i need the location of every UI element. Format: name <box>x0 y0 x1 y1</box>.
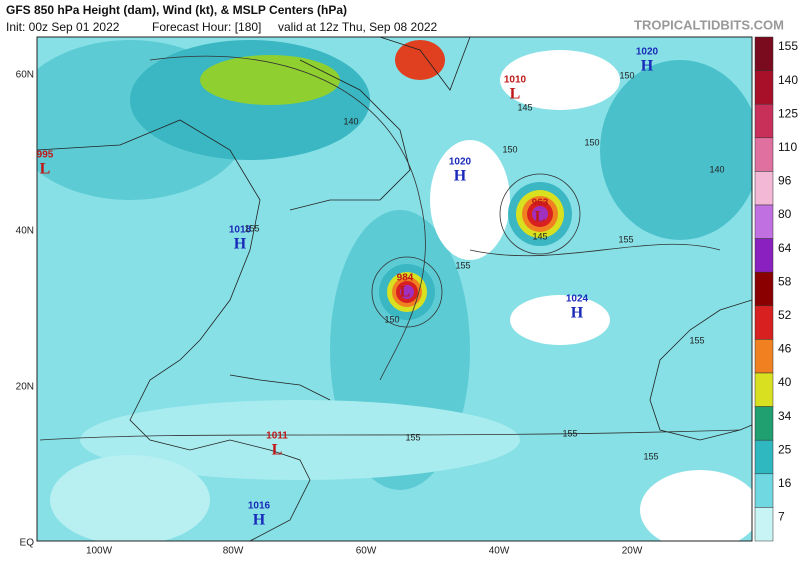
colorbar-swatch <box>754 372 774 407</box>
center-symbol: L <box>535 209 546 226</box>
colorbar-swatch <box>754 238 774 273</box>
site: TROPICALTIDBITS.COM <box>634 17 784 32</box>
colorbar-swatch <box>754 271 774 307</box>
center-pressure: 984 <box>397 273 414 284</box>
colorbar-swatch <box>754 439 774 475</box>
colorbar-label: 140 <box>778 73 798 87</box>
center-symbol: L <box>272 442 283 459</box>
caribbean <box>229 374 331 401</box>
contour <box>371 256 443 328</box>
colorbar-label: 34 <box>778 409 792 423</box>
colorbar-swatch <box>754 507 774 542</box>
colorbar-swatch <box>754 103 774 139</box>
colorbar-swatch <box>754 406 774 441</box>
contour-label: 150 <box>584 137 599 147</box>
colorbar-label: 58 <box>778 274 792 288</box>
coastline <box>289 59 411 211</box>
contour-label: 145 <box>532 231 547 241</box>
lon-label: 80W <box>223 546 244 557</box>
center-pressure: 1018 <box>229 225 252 236</box>
center-pressure: 963 <box>532 198 549 209</box>
center-pressure: 1024 <box>566 294 589 305</box>
colorbar-label: 46 <box>778 342 792 356</box>
lon-label: 20W <box>622 546 643 557</box>
colorbar-swatch <box>754 70 774 105</box>
contour <box>39 429 741 441</box>
map-field <box>37 37 752 541</box>
lat-label: 40N <box>16 226 34 237</box>
lon-label: 60W <box>356 546 377 557</box>
colorbar-swatch <box>754 137 774 172</box>
colorbar-label: 155 <box>778 39 798 53</box>
center-pressure: 995 <box>37 150 54 161</box>
contour-label: 140 <box>709 164 724 174</box>
lat-label: 20N <box>16 382 34 393</box>
center-pressure: 1016 <box>248 501 271 512</box>
center-symbol: H <box>571 305 584 322</box>
colorbar-label: 96 <box>778 174 792 188</box>
valid-time: valid at 12z Thu, Sep 08 2022 <box>278 20 438 34</box>
init: Init: 00z Sep 01 2022 <box>6 20 120 34</box>
center-pressure: 1011 <box>266 431 288 442</box>
greenland <box>379 37 471 91</box>
colorbar-label: 110 <box>778 140 797 154</box>
contour-label: 145 <box>517 102 532 112</box>
africa <box>649 299 752 441</box>
lon-label: 40W <box>489 546 510 557</box>
contour-label: 155 <box>643 451 658 461</box>
center-symbol: H <box>641 58 654 75</box>
contour-label: 150 <box>502 144 517 154</box>
map-frame <box>36 36 753 542</box>
center-symbol: L <box>400 284 411 301</box>
title: GFS 850 hPa Height (dam), Wind (kt), & M… <box>6 3 347 17</box>
lat-label: 60N <box>16 70 34 81</box>
colorbar-swatch <box>754 171 774 206</box>
colorbar-swatch <box>754 339 774 374</box>
colorbar-label: 64 <box>778 241 792 255</box>
hurricane-2 <box>379 264 435 320</box>
hurricane-1 <box>508 182 572 246</box>
contour-label: 150 <box>384 314 399 324</box>
contour-label: 155 <box>562 428 577 438</box>
colorbar-label: 125 <box>778 106 798 120</box>
colorbar-swatch <box>754 204 774 239</box>
contour <box>499 173 581 255</box>
contour <box>149 55 426 381</box>
contour-label: 140 <box>343 116 358 126</box>
coastline <box>37 119 311 541</box>
contour-label: 155 <box>618 234 633 244</box>
colorbar-label: 7 <box>778 510 785 524</box>
forecast-hour: Forecast Hour: [180] <box>152 20 261 34</box>
center-symbol: H <box>454 168 467 185</box>
center-symbol: H <box>253 512 266 529</box>
center-pressure: 1010 <box>504 75 527 86</box>
lon-label: 100W <box>86 546 113 557</box>
colorbar-label: 80 <box>778 207 792 221</box>
colorbar-swatch <box>754 36 774 71</box>
center-symbol: H <box>234 236 247 253</box>
colorbar-label: 52 <box>778 308 792 322</box>
colorbar-swatch <box>754 305 774 340</box>
colorbar-label: 40 <box>778 375 792 389</box>
contour-label: 155 <box>455 260 470 270</box>
contour-label: 155 <box>244 223 259 233</box>
colorbar-label: 16 <box>778 476 792 490</box>
contour-label: 155 <box>689 335 704 345</box>
colorbar-swatch <box>754 473 774 508</box>
center-pressure: 1020 <box>636 47 659 58</box>
contour <box>469 243 721 257</box>
colorbar-label: 25 <box>778 442 792 456</box>
contour-label: 155 <box>405 432 420 442</box>
center-symbol: L <box>40 161 51 178</box>
center-symbol: L <box>510 86 521 103</box>
contour-label: 150 <box>619 70 634 80</box>
lat-label: EQ <box>20 538 35 549</box>
center-pressure: 1020 <box>449 157 472 168</box>
